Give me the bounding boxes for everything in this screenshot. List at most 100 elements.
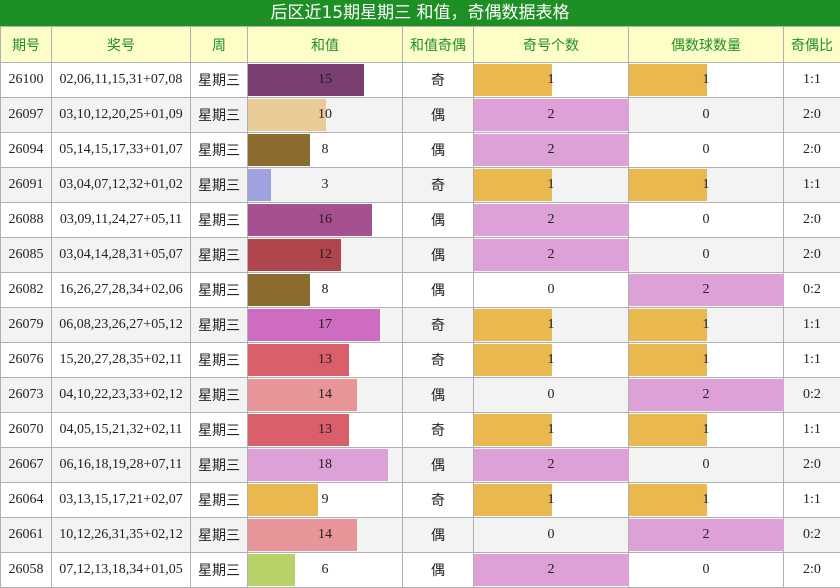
- odd-count-cell: 1: [474, 483, 629, 518]
- even-count-cell: 1: [629, 63, 784, 98]
- table-title: 后区近15期星期三 和值，奇偶数据表格: [0, 0, 840, 26]
- ratio-cell: 2:0: [784, 133, 840, 168]
- even-count-label: 1: [703, 352, 710, 367]
- even-count-cell: 2: [629, 378, 784, 413]
- odd-count-cell: 2: [474, 553, 629, 588]
- header-even-count: 偶数球数量: [629, 27, 784, 63]
- ratio-cell: 2:0: [784, 98, 840, 133]
- sum-bar: [248, 64, 364, 96]
- ratio-cell: 2:0: [784, 203, 840, 238]
- ratio-cell: 0:2: [784, 378, 840, 413]
- numbers-cell: 05,14,15,17,33+01,07: [52, 133, 191, 168]
- header-issue: 期号: [1, 27, 52, 63]
- numbers-cell: 03,10,12,20,25+01,09: [52, 98, 191, 133]
- even-count-cell: 0: [629, 98, 784, 133]
- sum-label: 18: [318, 457, 332, 472]
- sum-bar: [248, 484, 318, 516]
- even-count-cell: 1: [629, 168, 784, 203]
- sum-label: 12: [318, 247, 332, 262]
- sum-label: 3: [322, 177, 329, 192]
- weekday-cell: 星期三: [191, 448, 248, 483]
- sum-cell: 8: [248, 273, 403, 308]
- sum-cell: 3: [248, 168, 403, 203]
- weekday-cell: 星期三: [191, 238, 248, 273]
- odd-count-label: 2: [548, 457, 555, 472]
- numbers-cell: 03,09,11,24,27+05,11: [52, 203, 191, 238]
- sum-label: 14: [318, 527, 332, 542]
- sum-bar: [248, 554, 295, 586]
- sum-bar: [248, 169, 271, 201]
- odd-count-label: 1: [548, 72, 555, 87]
- sum-label: 8: [322, 282, 329, 297]
- sum-cell: 13: [248, 343, 403, 378]
- sum-bar: [248, 519, 357, 551]
- issue-cell: 26085: [1, 238, 52, 273]
- header-sum: 和值: [248, 27, 403, 63]
- odd-count-label: 2: [548, 247, 555, 262]
- weekday-cell: 星期三: [191, 378, 248, 413]
- issue-cell: 26082: [1, 273, 52, 308]
- sum-label: 6: [322, 562, 329, 577]
- issue-cell: 26073: [1, 378, 52, 413]
- header-weekday: 周: [191, 27, 248, 63]
- odd-count-cell: 0: [474, 378, 629, 413]
- even-count-cell: 1: [629, 483, 784, 518]
- even-count-cell: 0: [629, 133, 784, 168]
- sum-label: 13: [318, 352, 332, 367]
- numbers-cell: 04,05,15,21,32+02,11: [52, 413, 191, 448]
- even-count-label: 0: [703, 457, 710, 472]
- even-count-cell: 2: [629, 273, 784, 308]
- odd-count-label: 1: [548, 317, 555, 332]
- sum-label: 17: [318, 317, 332, 332]
- weekday-cell: 星期三: [191, 273, 248, 308]
- odd-count-bar: [474, 309, 552, 341]
- sum-parity-cell: 偶: [403, 518, 474, 553]
- odd-count-label: 0: [548, 282, 555, 297]
- weekday-cell: 星期三: [191, 483, 248, 518]
- sum-cell: 15: [248, 63, 403, 98]
- weekday-cell: 星期三: [191, 518, 248, 553]
- even-count-bar: [629, 344, 707, 376]
- odd-count-bar: [474, 344, 552, 376]
- sum-parity-cell: 偶: [403, 378, 474, 413]
- sum-parity-cell: 奇: [403, 343, 474, 378]
- sum-parity-cell: 偶: [403, 238, 474, 273]
- sum-parity-cell: 奇: [403, 308, 474, 343]
- even-count-label: 2: [703, 282, 710, 297]
- sum-bar: [248, 344, 349, 376]
- issue-cell: 26067: [1, 448, 52, 483]
- issue-cell: 26097: [1, 98, 52, 133]
- numbers-cell: 04,10,22,23,33+02,12: [52, 378, 191, 413]
- issue-cell: 26070: [1, 413, 52, 448]
- even-count-label: 0: [703, 212, 710, 227]
- even-count-cell: 2: [629, 518, 784, 553]
- even-count-bar: [629, 169, 707, 201]
- sum-cell: 18: [248, 448, 403, 483]
- sum-bar: [248, 99, 326, 131]
- even-count-cell: 1: [629, 308, 784, 343]
- sum-cell: 13: [248, 413, 403, 448]
- sum-parity-cell: 奇: [403, 483, 474, 518]
- ratio-cell: 2:0: [784, 238, 840, 273]
- sum-cell: 14: [248, 378, 403, 413]
- even-count-label: 0: [703, 107, 710, 122]
- numbers-cell: 06,16,18,19,28+07,11: [52, 448, 191, 483]
- even-count-cell: 0: [629, 203, 784, 238]
- sum-parity-cell: 奇: [403, 63, 474, 98]
- ratio-cell: 1:1: [784, 413, 840, 448]
- even-count-cell: 0: [629, 553, 784, 588]
- numbers-cell: 06,08,23,26,27+05,12: [52, 308, 191, 343]
- odd-count-label: 2: [548, 107, 555, 122]
- sum-cell: 12: [248, 238, 403, 273]
- sum-label: 14: [318, 387, 332, 402]
